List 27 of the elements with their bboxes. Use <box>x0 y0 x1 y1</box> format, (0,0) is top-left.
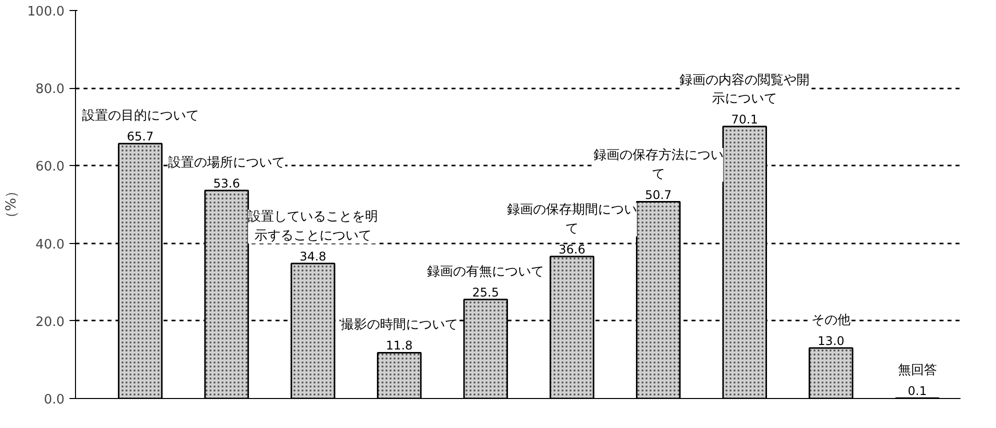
data-label: 36.6 <box>558 242 586 256</box>
data-label: 13.0 <box>818 334 844 348</box>
x-tick-label: 録画の有無について <box>427 264 544 280</box>
data-label: 70.1 <box>731 112 758 127</box>
y-tick-label: 100.0 <box>27 4 64 20</box>
x-tick-label: 設置していることを明示することについて <box>248 210 378 244</box>
data-label: 0.1 <box>908 384 927 398</box>
data-label: 11.8 <box>386 338 413 353</box>
y-tick-label: 40.0 <box>36 237 65 252</box>
data-label: 53.6 <box>213 176 240 191</box>
data-label: 50.7 <box>644 188 672 202</box>
y-tick-label: 0.0 <box>44 392 65 408</box>
x-tick-label: 録画の保存期間について <box>506 202 637 236</box>
y-axis-title: （%） <box>3 184 20 226</box>
x-tick-label: 録画の内容の閲覧や開示について <box>680 72 810 107</box>
x-tick-label: 無回答 <box>898 363 937 378</box>
y-tick-label: 20.0 <box>36 314 65 330</box>
data-label: 65.7 <box>126 130 154 144</box>
x-tick-label: 撮影の時間について <box>340 318 458 333</box>
x-tick-label: 設置の場所について <box>168 156 286 171</box>
data-label: 25.5 <box>472 286 499 300</box>
y-tick-label: 60.0 <box>36 160 65 175</box>
data-label: 34.8 <box>300 249 326 264</box>
x-tick-label: 設置の目的について <box>82 108 199 124</box>
x-tick-label: その他 <box>811 313 850 328</box>
y-tick-label: 80.0 <box>36 82 65 98</box>
x-tick-label: 録画の保存方法について <box>593 147 724 182</box>
